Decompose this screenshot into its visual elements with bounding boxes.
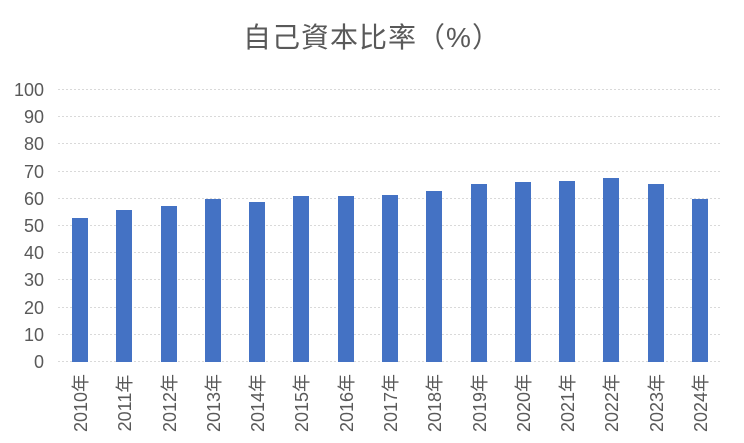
bar-2024年	[691, 198, 708, 362]
y-tick-label-40: 40	[23, 243, 44, 263]
bar-slot-2017年	[368, 90, 412, 362]
x-slot-2015年: 2015年	[279, 366, 323, 440]
y-axis: 0 10 20 30 40 50 60 70 80 90 100	[0, 80, 44, 372]
x-tick-label-2019年: 2019年	[469, 373, 490, 433]
bar-slot-2011年	[102, 90, 146, 362]
x-tick-label-2022年: 2022年	[602, 373, 623, 433]
bar-2019年	[470, 183, 487, 362]
bar-slot-2010年	[58, 90, 102, 362]
bar-2017年	[381, 194, 398, 362]
x-slot-2017年: 2017年	[368, 366, 412, 440]
x-slot-2013年: 2013年	[191, 366, 235, 440]
gridline-70	[58, 171, 722, 172]
y-tick-label-70: 70	[23, 162, 44, 182]
x-slot-2024年: 2024年	[678, 366, 722, 440]
x-slot-2010年: 2010年	[58, 366, 102, 440]
y-tick-label-90: 90	[23, 107, 44, 127]
gridline-90	[58, 116, 722, 117]
bar-slot-2014年	[235, 90, 279, 362]
y-tick-label-10: 10	[23, 325, 44, 345]
bar-slot-2020年	[501, 90, 545, 362]
x-slot-2012年: 2012年	[147, 366, 191, 440]
y-tick-label-50: 50	[23, 216, 44, 236]
x-tick-label-2016年: 2016年	[336, 373, 357, 433]
y-tick-label-80: 80	[23, 134, 44, 154]
x-tick-label-2015年: 2015年	[292, 373, 313, 433]
x-slot-2021年: 2021年	[545, 366, 589, 440]
bar-2022年	[603, 178, 620, 362]
y-tick-label-60: 60	[23, 189, 44, 209]
bar-slot-2015年	[279, 90, 323, 362]
x-tick-label-2011年: 2011年	[115, 374, 136, 432]
bar-2015年	[293, 196, 310, 362]
bar-slot-2018年	[412, 90, 456, 362]
bar-2013年	[204, 198, 221, 362]
bar-2023年	[647, 183, 664, 362]
x-tick-label-2013年: 2013年	[203, 373, 224, 433]
x-slot-2023年: 2023年	[633, 366, 677, 440]
x-tick-label-2014年: 2014年	[248, 373, 269, 433]
bar-slot-2022年	[589, 90, 633, 362]
x-tick-label-2023年: 2023年	[646, 373, 667, 433]
bar-2012年	[160, 205, 177, 362]
x-tick-label-2017年: 2017年	[380, 373, 401, 433]
x-slot-2019年: 2019年	[456, 366, 500, 440]
bar-2011年	[116, 209, 133, 362]
bar-2014年	[249, 201, 266, 362]
bar-2021年	[559, 181, 576, 362]
x-tick-label-2024年: 2024年	[690, 373, 711, 433]
bar-slot-2016年	[324, 90, 368, 362]
bar-2016年	[337, 196, 354, 362]
x-tick-label-2012年: 2012年	[159, 373, 180, 433]
bar-slot-2012年	[147, 90, 191, 362]
bar-2020年	[514, 182, 531, 362]
x-tick-label-2020年: 2020年	[513, 373, 534, 433]
bar-slot-2013年	[191, 90, 235, 362]
bar-slot-2021年	[545, 90, 589, 362]
y-tick-label-100: 100	[13, 80, 44, 100]
x-axis: 2010年 2011年 2012年 2013年 2014年 2015年 2016年 2017年…	[58, 366, 722, 440]
bars-container	[58, 90, 722, 362]
bar-2010年	[72, 217, 89, 362]
x-slot-2020年: 2020年	[501, 366, 545, 440]
bar-slot-2023年	[633, 90, 677, 362]
bar-2018年	[426, 190, 443, 362]
x-tick-label-2021年: 2021年	[558, 373, 579, 433]
bar-slot-2024年	[678, 90, 722, 362]
chart-title: 自己資本比率（%）	[243, 22, 501, 53]
bar-slot-2019年	[456, 90, 500, 362]
plot-area	[58, 89, 722, 362]
gridline-100	[58, 89, 722, 90]
x-tick-label-2010年: 2010年	[71, 373, 92, 433]
x-slot-2016年: 2016年	[324, 366, 368, 440]
gridline-80	[58, 143, 722, 144]
x-slot-2011年: 2011年	[102, 366, 146, 440]
y-tick-label-20: 20	[23, 298, 44, 318]
x-slot-2018年: 2018年	[412, 366, 456, 440]
x-slot-2014年: 2014年	[235, 366, 279, 440]
x-tick-label-2018年: 2018年	[425, 373, 446, 433]
y-tick-label-30: 30	[23, 270, 44, 290]
x-slot-2022年: 2022年	[589, 366, 633, 440]
y-tick-label-0: 0	[33, 352, 44, 372]
